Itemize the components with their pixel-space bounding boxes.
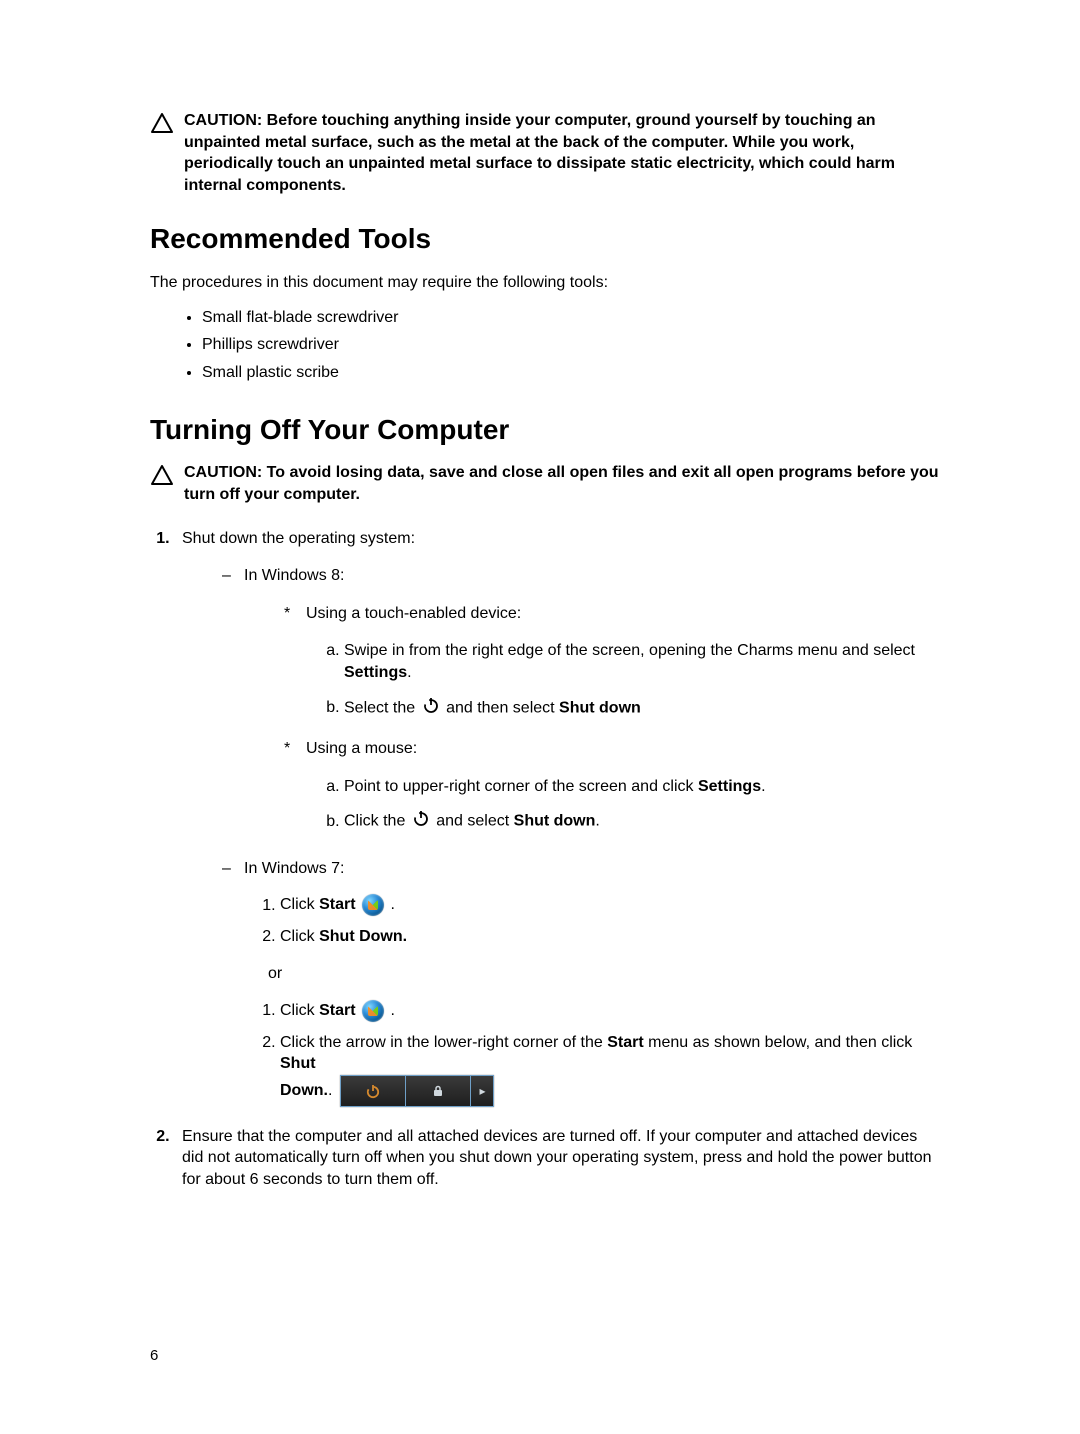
win7-b1: Click Start . [280, 995, 940, 1027]
power-icon [412, 809, 430, 834]
text: . [761, 778, 765, 795]
win8-touch-b: Select the and then select Shut down [344, 690, 940, 727]
win7-b2: Click the arrow in the lower-right corne… [280, 1027, 940, 1112]
win8-mouse-steps: Point to upper-right corner of the scree… [306, 770, 940, 840]
text: Click [280, 928, 319, 945]
caution-prefix: CAUTION: [184, 464, 267, 481]
win8-touch-label: Using a touch-enabled device: [306, 605, 521, 622]
bold-text: Start [607, 1034, 643, 1051]
bold-text: Settings [344, 664, 407, 681]
step-2: Ensure that the computer and all attache… [174, 1122, 940, 1195]
bold-text: Shut Down. [319, 928, 407, 945]
caution-icon [150, 464, 174, 493]
start-orb-icon [362, 1000, 384, 1022]
caution-text-2: CAUTION: To avoid losing data, save and … [184, 462, 940, 505]
win8-touch-steps: Swipe in from the right edge of the scre… [306, 634, 940, 726]
caution-body: Before touching anything inside your com… [184, 112, 895, 194]
caution-block-1: CAUTION: Before touching anything inside… [150, 110, 940, 196]
text: . [595, 813, 599, 830]
caution-body: To avoid losing data, save and close all… [184, 464, 939, 503]
caution-block-2: CAUTION: To avoid losing data, save and … [150, 462, 940, 505]
power-icon [422, 696, 440, 721]
win7-section: In Windows 7: Click Start . Click Shut D… [222, 852, 940, 1118]
bold-text: Start [319, 1002, 355, 1019]
text: menu as shown below, and then click [644, 1034, 913, 1051]
text: Point to upper-right corner of the scree… [344, 778, 698, 795]
shutdown-lock-icon [406, 1076, 471, 1106]
text: . [328, 1080, 332, 1102]
win7-steps-b: Click Start . Click the arrow in the low… [244, 995, 940, 1112]
shutdown-arrow-icon: ▸ [471, 1076, 493, 1106]
caution-icon [150, 112, 174, 141]
shutdown-menu-graphic: ▸ [340, 1075, 494, 1107]
win8-touch-a: Swipe in from the right edge of the scre… [344, 634, 940, 689]
step-1: Shut down the operating system: In Windo… [174, 524, 940, 1122]
win8-mouse-b: Click the and select Shut down. [344, 803, 940, 840]
text: Swipe in from the right edge of the scre… [344, 642, 915, 659]
text: Select the [344, 699, 420, 716]
tools-item: Phillips screwdriver [202, 331, 940, 359]
bold-text: Shut [280, 1055, 316, 1072]
document-page: CAUTION: Before touching anything inside… [0, 0, 1080, 1434]
step2-text: Ensure that the computer and all attache… [182, 1128, 931, 1188]
caution-prefix: CAUTION: [184, 112, 267, 129]
bold-text: Shut down [514, 813, 596, 830]
bold-text: Settings [698, 778, 761, 795]
win7-steps-a: Click Start . Click Shut Down. [244, 889, 940, 953]
win8-mouse: Using a mouse: Point to upper-right corn… [284, 732, 940, 846]
page-number: 6 [150, 1346, 158, 1366]
tools-item: Small plastic scribe [202, 359, 940, 387]
win7-a2: Click Shut Down. [280, 921, 940, 953]
os-list: In Windows 8: Using a touch-enabled devi… [182, 559, 940, 1118]
shutdown-line: Down.. [280, 1075, 940, 1107]
win7-label: In Windows 7: [244, 860, 344, 877]
heading-recommended-tools: Recommended Tools [150, 220, 940, 258]
text: . [407, 664, 411, 681]
step1-intro: Shut down the operating system: [182, 530, 415, 547]
text: Click [280, 1002, 319, 1019]
bold-text: Down. [280, 1080, 328, 1102]
text: Click the arrow in the lower-right corne… [280, 1034, 607, 1051]
tools-intro: The procedures in this document may requ… [150, 272, 940, 294]
bold-text: Shut down [559, 699, 641, 716]
text: and select [436, 813, 513, 830]
win8-label: In Windows 8: [244, 567, 344, 584]
text: Click [280, 897, 319, 914]
text: . [386, 897, 395, 914]
text: Click the [344, 813, 410, 830]
tools-list: Small flat-blade screwdriver Phillips sc… [150, 304, 940, 387]
text: . [386, 1002, 395, 1019]
win8-methods: Using a touch-enabled device: Swipe in f… [244, 597, 940, 846]
main-steps: Shut down the operating system: In Windo… [150, 524, 940, 1195]
shutdown-power-icon [341, 1076, 406, 1106]
win7-a1: Click Start . [280, 889, 940, 921]
win8-mouse-a: Point to upper-right corner of the scree… [344, 770, 940, 804]
win8-mouse-label: Using a mouse: [306, 740, 417, 757]
caution-text-1: CAUTION: Before touching anything inside… [184, 110, 940, 196]
bold-text: Start [319, 897, 355, 914]
heading-turning-off: Turning Off Your Computer [150, 411, 940, 449]
tools-item: Small flat-blade screwdriver [202, 304, 940, 332]
text: and then select [446, 699, 559, 716]
win8-touch: Using a touch-enabled device: Swipe in f… [284, 597, 940, 732]
or-text: or [268, 963, 940, 985]
win8-section: In Windows 8: Using a touch-enabled devi… [222, 559, 940, 852]
start-orb-icon [362, 894, 384, 916]
